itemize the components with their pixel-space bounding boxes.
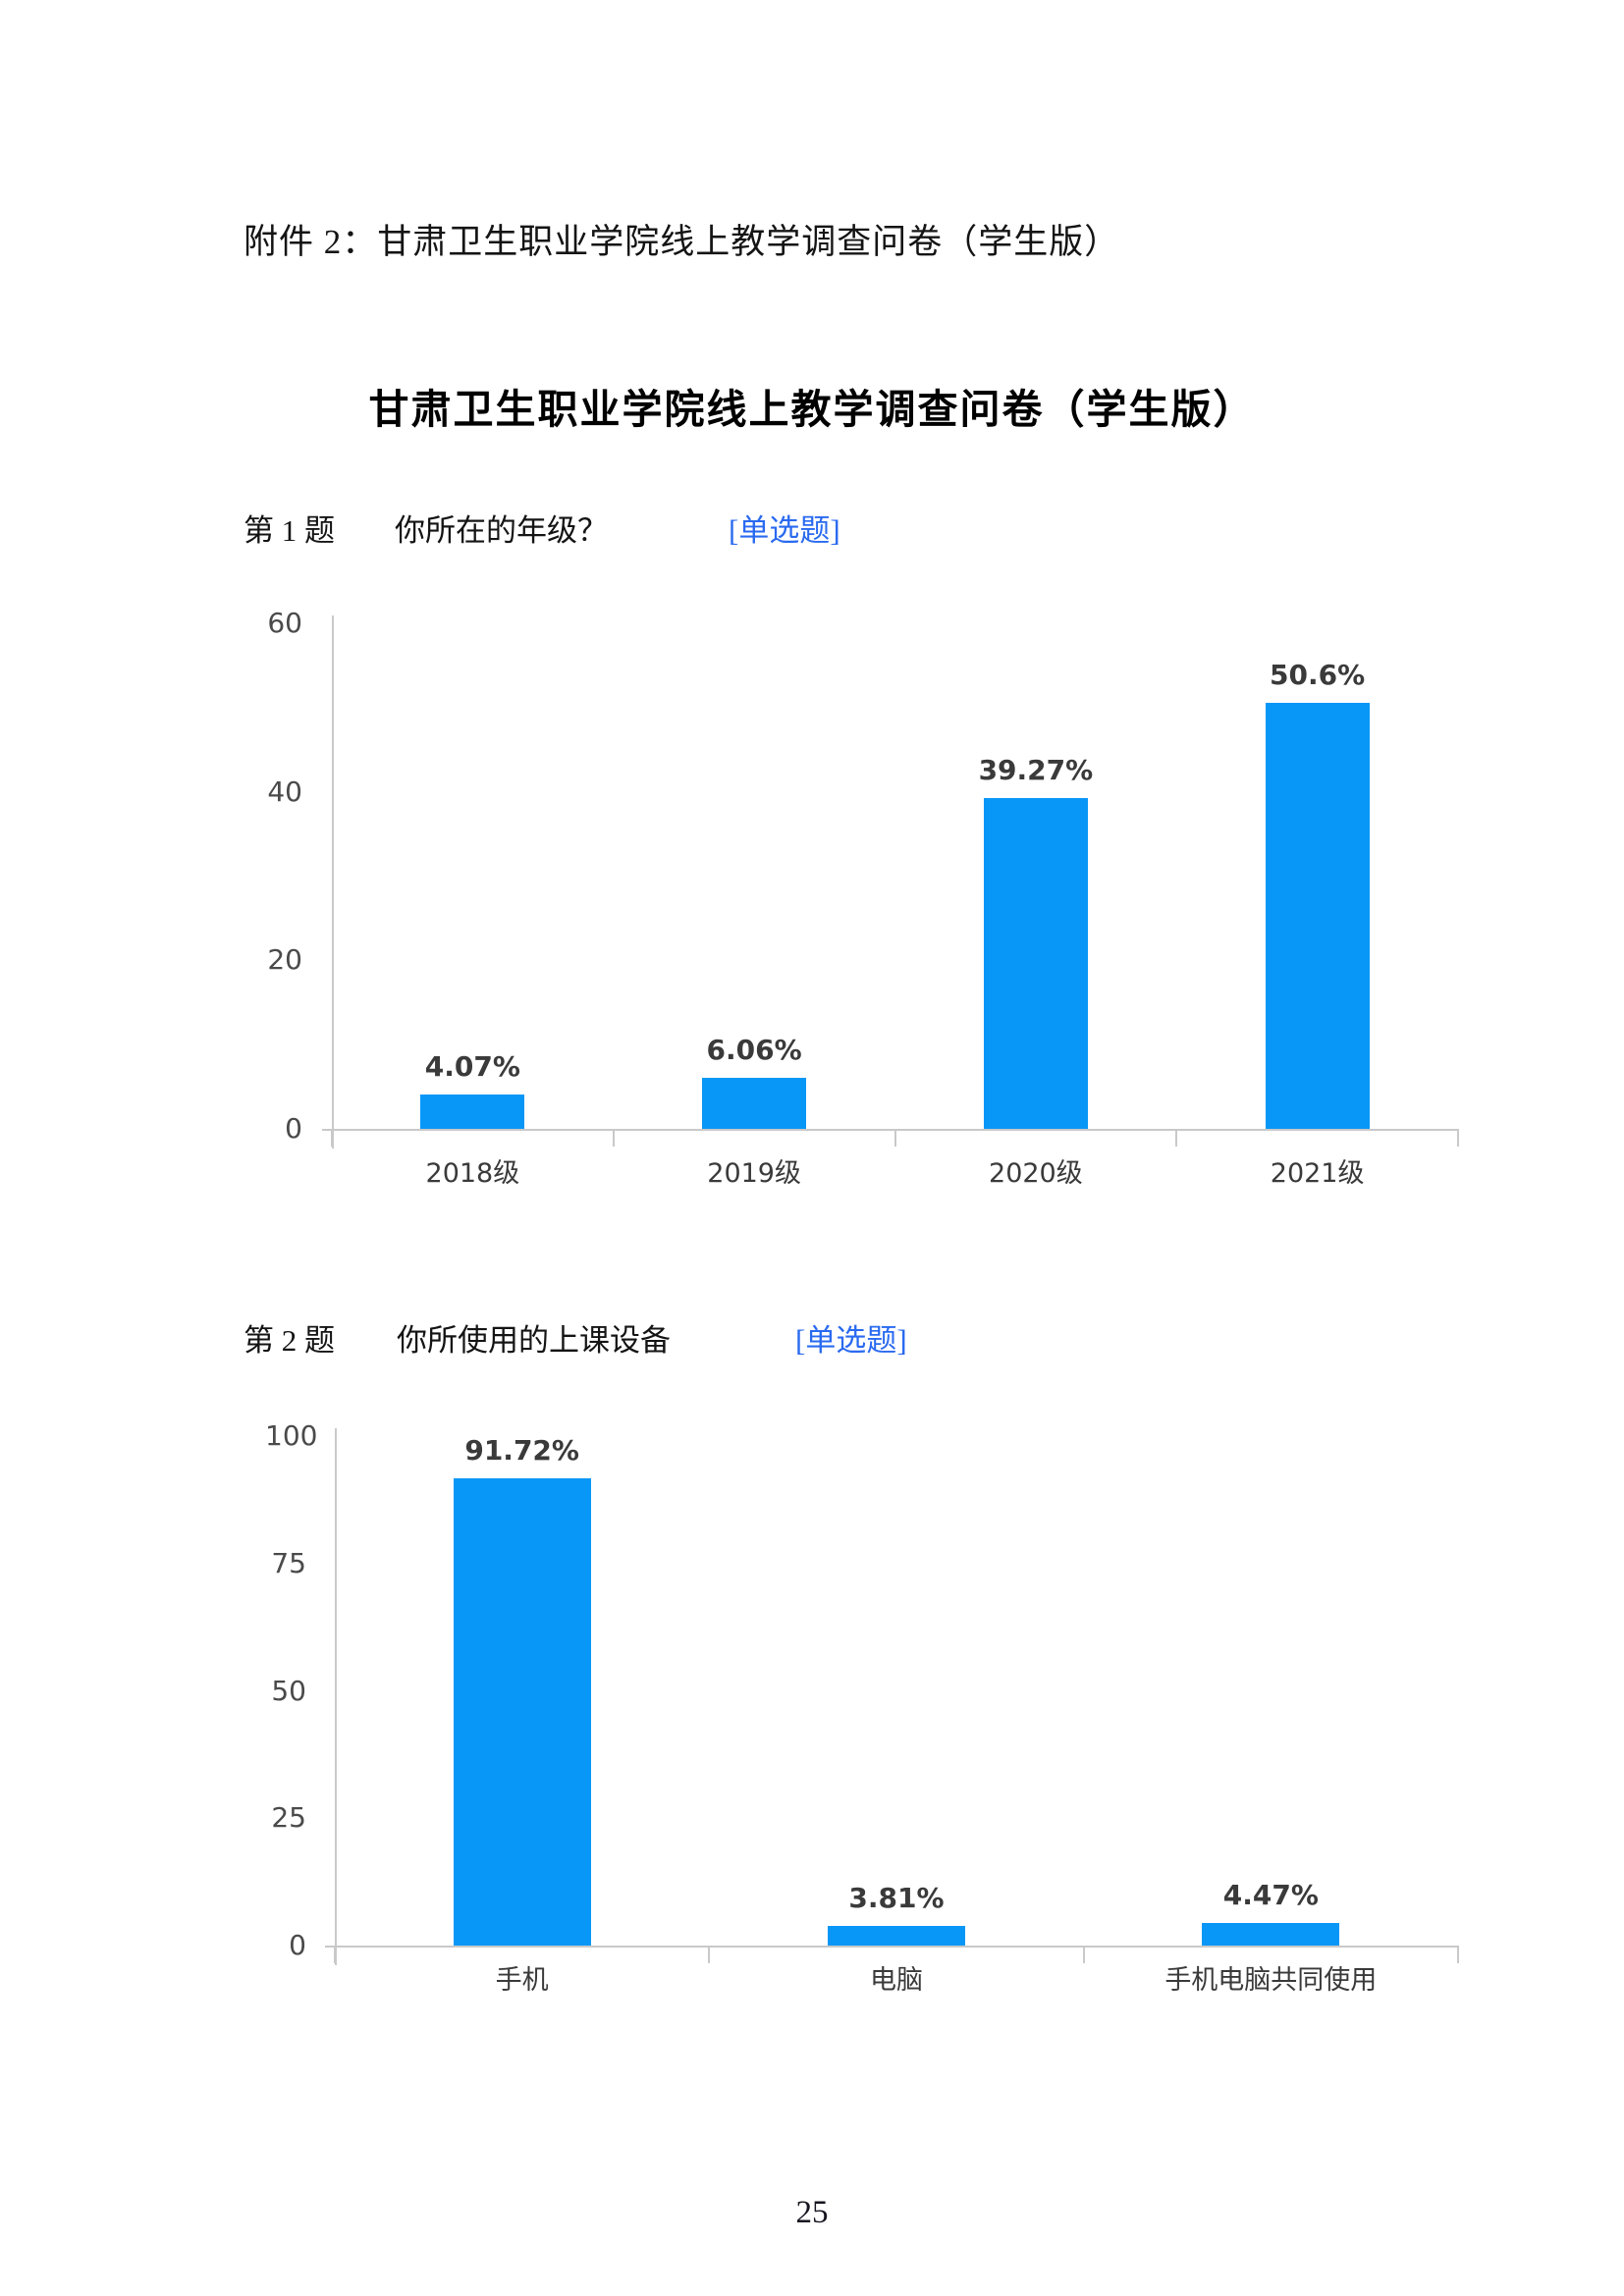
bar bbox=[702, 1077, 807, 1129]
bar bbox=[1202, 1922, 1340, 1946]
x-axis-tick bbox=[612, 1129, 615, 1147]
y-axis-tick-label: 25 bbox=[271, 1801, 306, 1835]
question-2-type-tag: [单选题] bbox=[795, 1323, 907, 1358]
attachment-heading: 附件 2：甘肃卫生职业学院线上教学调查问卷（学生版） bbox=[244, 223, 1120, 261]
bar-value-label: 4.07% bbox=[424, 1050, 520, 1084]
bar bbox=[1265, 702, 1370, 1129]
y-axis-tick-label: 60 bbox=[267, 607, 302, 639]
document-title: 甘肃卫生职业学院线上教学调查问卷（学生版） bbox=[368, 386, 1256, 433]
bar-value-label: 3.81% bbox=[848, 1882, 945, 1915]
x-axis-tick bbox=[893, 1129, 896, 1147]
y-axis-line bbox=[332, 615, 334, 1148]
category-label: 2018级 bbox=[425, 1158, 520, 1189]
x-axis-tick bbox=[331, 1129, 333, 1147]
x-axis-tick bbox=[1457, 1946, 1459, 1963]
category-label: 2020级 bbox=[989, 1158, 1083, 1189]
x-axis-line bbox=[325, 1946, 1458, 1948]
y-axis-tick-label: 0 bbox=[289, 1929, 306, 1961]
y-axis-tick-label: 75 bbox=[271, 1546, 306, 1579]
question-1-number: 第 1 题 bbox=[244, 513, 335, 548]
category-label: 手机电脑共同使用 bbox=[1164, 1965, 1378, 1996]
bar bbox=[828, 1926, 965, 1946]
bar-value-label: 4.47% bbox=[1222, 1878, 1319, 1911]
x-axis-tick bbox=[1082, 1946, 1085, 1963]
bar-value-label: 39.27% bbox=[978, 753, 1094, 786]
x-axis-tick bbox=[1457, 1129, 1459, 1147]
y-axis-tick-label: 50 bbox=[271, 1674, 306, 1707]
bar-chart-grade: 0 20 40 60 4.07% 2018级 6.06% 2019级 39.27% 2020级 50… bbox=[265, 607, 1492, 1237]
question-1-type-tag: [单选题] bbox=[729, 513, 840, 548]
x-axis-tick bbox=[1175, 1129, 1178, 1147]
bar bbox=[983, 797, 1088, 1129]
category-label: 2019级 bbox=[707, 1158, 801, 1189]
bar bbox=[420, 1095, 525, 1129]
question-2-number: 第 2 题 bbox=[244, 1323, 335, 1358]
y-axis-tick-label: 100 bbox=[265, 1419, 318, 1452]
y-axis-tick-label: 0 bbox=[285, 1112, 302, 1145]
page-number: 25 bbox=[795, 2195, 829, 2230]
y-axis-tick-label: 40 bbox=[267, 774, 302, 808]
question-1-text: 你所在的年级？ bbox=[395, 513, 608, 548]
bar-value-label: 6.06% bbox=[706, 1033, 802, 1066]
bar-value-label: 50.6% bbox=[1270, 658, 1366, 691]
x-axis-line bbox=[322, 1129, 1458, 1131]
x-axis-tick bbox=[708, 1946, 711, 1963]
bar-value-label: 91.72% bbox=[464, 1433, 579, 1467]
y-axis-tick-label: 20 bbox=[267, 943, 302, 977]
question-2: 第 2 题 你所使用的上课设备 [单选题] bbox=[0, 1315, 1624, 1361]
bar bbox=[453, 1477, 591, 1946]
bar-chart-device: 0 25 50 75 100 91.72% 手机 3.81% 电脑 4.47% 手机电脑共同使用 bbox=[265, 1414, 1492, 2042]
category-label: 手机 bbox=[495, 1965, 549, 1996]
category-label: 电脑 bbox=[869, 1965, 923, 1996]
category-label: 2021级 bbox=[1270, 1158, 1365, 1189]
y-axis-line bbox=[335, 1428, 337, 1965]
question-1: 第 1 题 你所在的年级？ [单选题] bbox=[0, 506, 1624, 551]
x-axis-tick bbox=[334, 1946, 336, 1963]
question-2-text: 你所使用的上课设备 bbox=[397, 1323, 671, 1358]
